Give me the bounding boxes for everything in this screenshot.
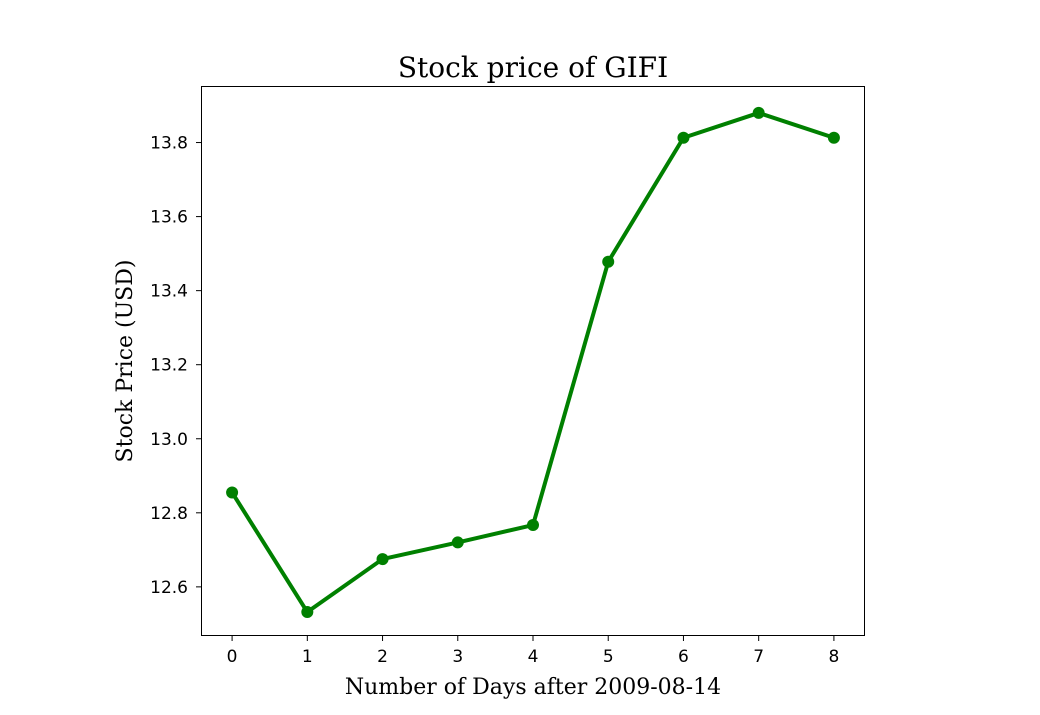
x-tick-label: 2 [377,647,388,667]
data-point [602,255,615,268]
x-axis-label: Number of Days after 2009-08-14 [345,675,721,700]
x-tick-label: 6 [678,647,689,667]
y-tick-label: 13.6 [150,208,188,228]
x-axis: 0 1 2 3 4 5 6 7 8 [227,635,839,667]
plot-area [201,86,865,636]
data-point [226,486,239,499]
x-tick-label: 8 [828,647,839,667]
y-tick-label: 13.8 [150,134,188,154]
data-point [677,131,690,144]
y-tick-label: 13.2 [150,356,188,376]
y-axis-label: Stock Price (USD) [113,260,138,463]
data-point [527,519,539,532]
y-axis: 12.6 12.8 13.0 13.2 13.4 13.6 13.8 [150,134,202,598]
x-tick-label: 0 [227,647,238,667]
chart-title: Stock price of GIFI [398,51,668,84]
data-point [752,106,765,119]
y-tick-label: 13.0 [150,430,188,450]
x-tick-label: 1 [302,647,313,667]
series-line [230,110,836,615]
x-tick-label: 4 [528,647,539,667]
data-point [376,553,389,566]
x-tick-label: 7 [753,647,764,667]
data-point [301,606,314,619]
series-layer [226,106,840,619]
x-tick-label: 5 [603,647,614,667]
y-tick-label: 12.6 [150,578,188,598]
data-point [451,536,464,549]
y-tick-label: 13.4 [150,282,188,302]
y-tick-label: 12.8 [150,504,188,524]
data-point [827,131,840,144]
x-tick-label: 3 [452,647,463,667]
